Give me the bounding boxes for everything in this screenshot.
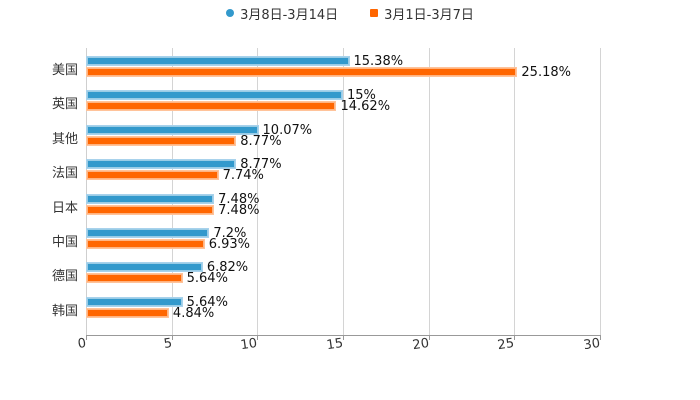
x-axis-line	[86, 335, 601, 336]
category-label: 韩国	[51, 303, 78, 319]
value-label: 5.64%	[186, 295, 228, 310]
legend-item-series-0[interactable]: 3月8日-3月14日	[226, 4, 339, 23]
bar-series-0[interactable]	[86, 159, 237, 169]
category-label: 德国	[51, 269, 78, 285]
x-axis-tick	[600, 335, 601, 340]
value-label: 8.77%	[240, 134, 282, 149]
legend-marker-square-icon	[370, 9, 379, 17]
gridline	[429, 48, 430, 335]
x-axis-tick	[514, 335, 515, 340]
bar-series-1[interactable]	[86, 239, 205, 249]
value-label: 7.48%	[218, 192, 260, 207]
gridline	[600, 48, 601, 335]
value-label: 5.64%	[186, 271, 228, 286]
legend-label: 3月8日-3月14日	[240, 7, 339, 23]
value-label: 6.93%	[208, 237, 251, 252]
category-label: 其他	[51, 131, 78, 147]
bar-series-1[interactable]	[86, 101, 337, 111]
legend-label: 3月1日-3月7日	[384, 7, 474, 23]
x-axis-tick-label: 5	[162, 336, 174, 353]
bar-series-0[interactable]	[86, 56, 350, 66]
value-label: 15%	[347, 88, 376, 103]
bar-series-0[interactable]	[86, 297, 183, 307]
x-axis-tick	[257, 335, 258, 340]
category-label: 英国	[51, 97, 78, 113]
gridline	[257, 48, 258, 335]
legend-item-series-1[interactable]: 3月1日-3月7日	[370, 4, 474, 23]
y-axis-line	[86, 48, 87, 335]
value-label: 25.18%	[521, 65, 571, 80]
category-label: 中国	[51, 235, 78, 250]
bar-series-1[interactable]	[86, 136, 237, 146]
bar-series-0[interactable]	[86, 228, 210, 238]
x-axis-tick	[343, 335, 344, 340]
x-axis-tick-label: 25	[496, 336, 516, 354]
value-label: 6.82%	[206, 260, 249, 275]
value-label: 7.2%	[213, 226, 247, 241]
x-axis-tick-label: 0	[76, 336, 88, 353]
value-label: 15.38%	[353, 54, 404, 69]
x-axis-tick-label: 20	[411, 336, 431, 354]
bar-series-0[interactable]	[86, 90, 343, 100]
value-label: 14.62%	[340, 99, 391, 114]
value-label: 8.77%	[240, 157, 282, 172]
x-axis-tick	[86, 335, 87, 340]
category-label: 日本	[51, 200, 78, 216]
gridline	[172, 48, 173, 335]
value-label: 4.84%	[172, 306, 215, 321]
x-axis-tick-label: 30	[582, 336, 602, 354]
value-label: 7.74%	[222, 168, 264, 183]
x-axis-tick-label: 15	[325, 336, 345, 354]
value-label: 7.48%	[218, 203, 260, 218]
chart-legend: 3月8日-3月14日 3月1日-3月7日	[0, 4, 700, 23]
bar-series-0[interactable]	[86, 125, 259, 135]
category-label: 美国	[51, 63, 78, 78]
gridline	[514, 48, 515, 335]
bar-series-1[interactable]	[86, 170, 219, 180]
x-axis-tick	[172, 335, 173, 340]
bar-series-0[interactable]	[86, 194, 215, 204]
x-axis-tick-label: 10	[239, 336, 259, 354]
x-axis-tick	[429, 335, 430, 340]
value-label: 10.07%	[262, 123, 313, 138]
bar-series-1[interactable]	[86, 205, 215, 215]
gridline	[343, 48, 344, 335]
legend-marker-circle-icon	[226, 9, 235, 17]
bar-series-1[interactable]	[86, 273, 183, 283]
bar-series-0[interactable]	[86, 262, 203, 272]
bar-series-1[interactable]	[86, 308, 169, 318]
category-label: 法国	[51, 166, 78, 182]
bar-series-1[interactable]	[86, 67, 518, 77]
